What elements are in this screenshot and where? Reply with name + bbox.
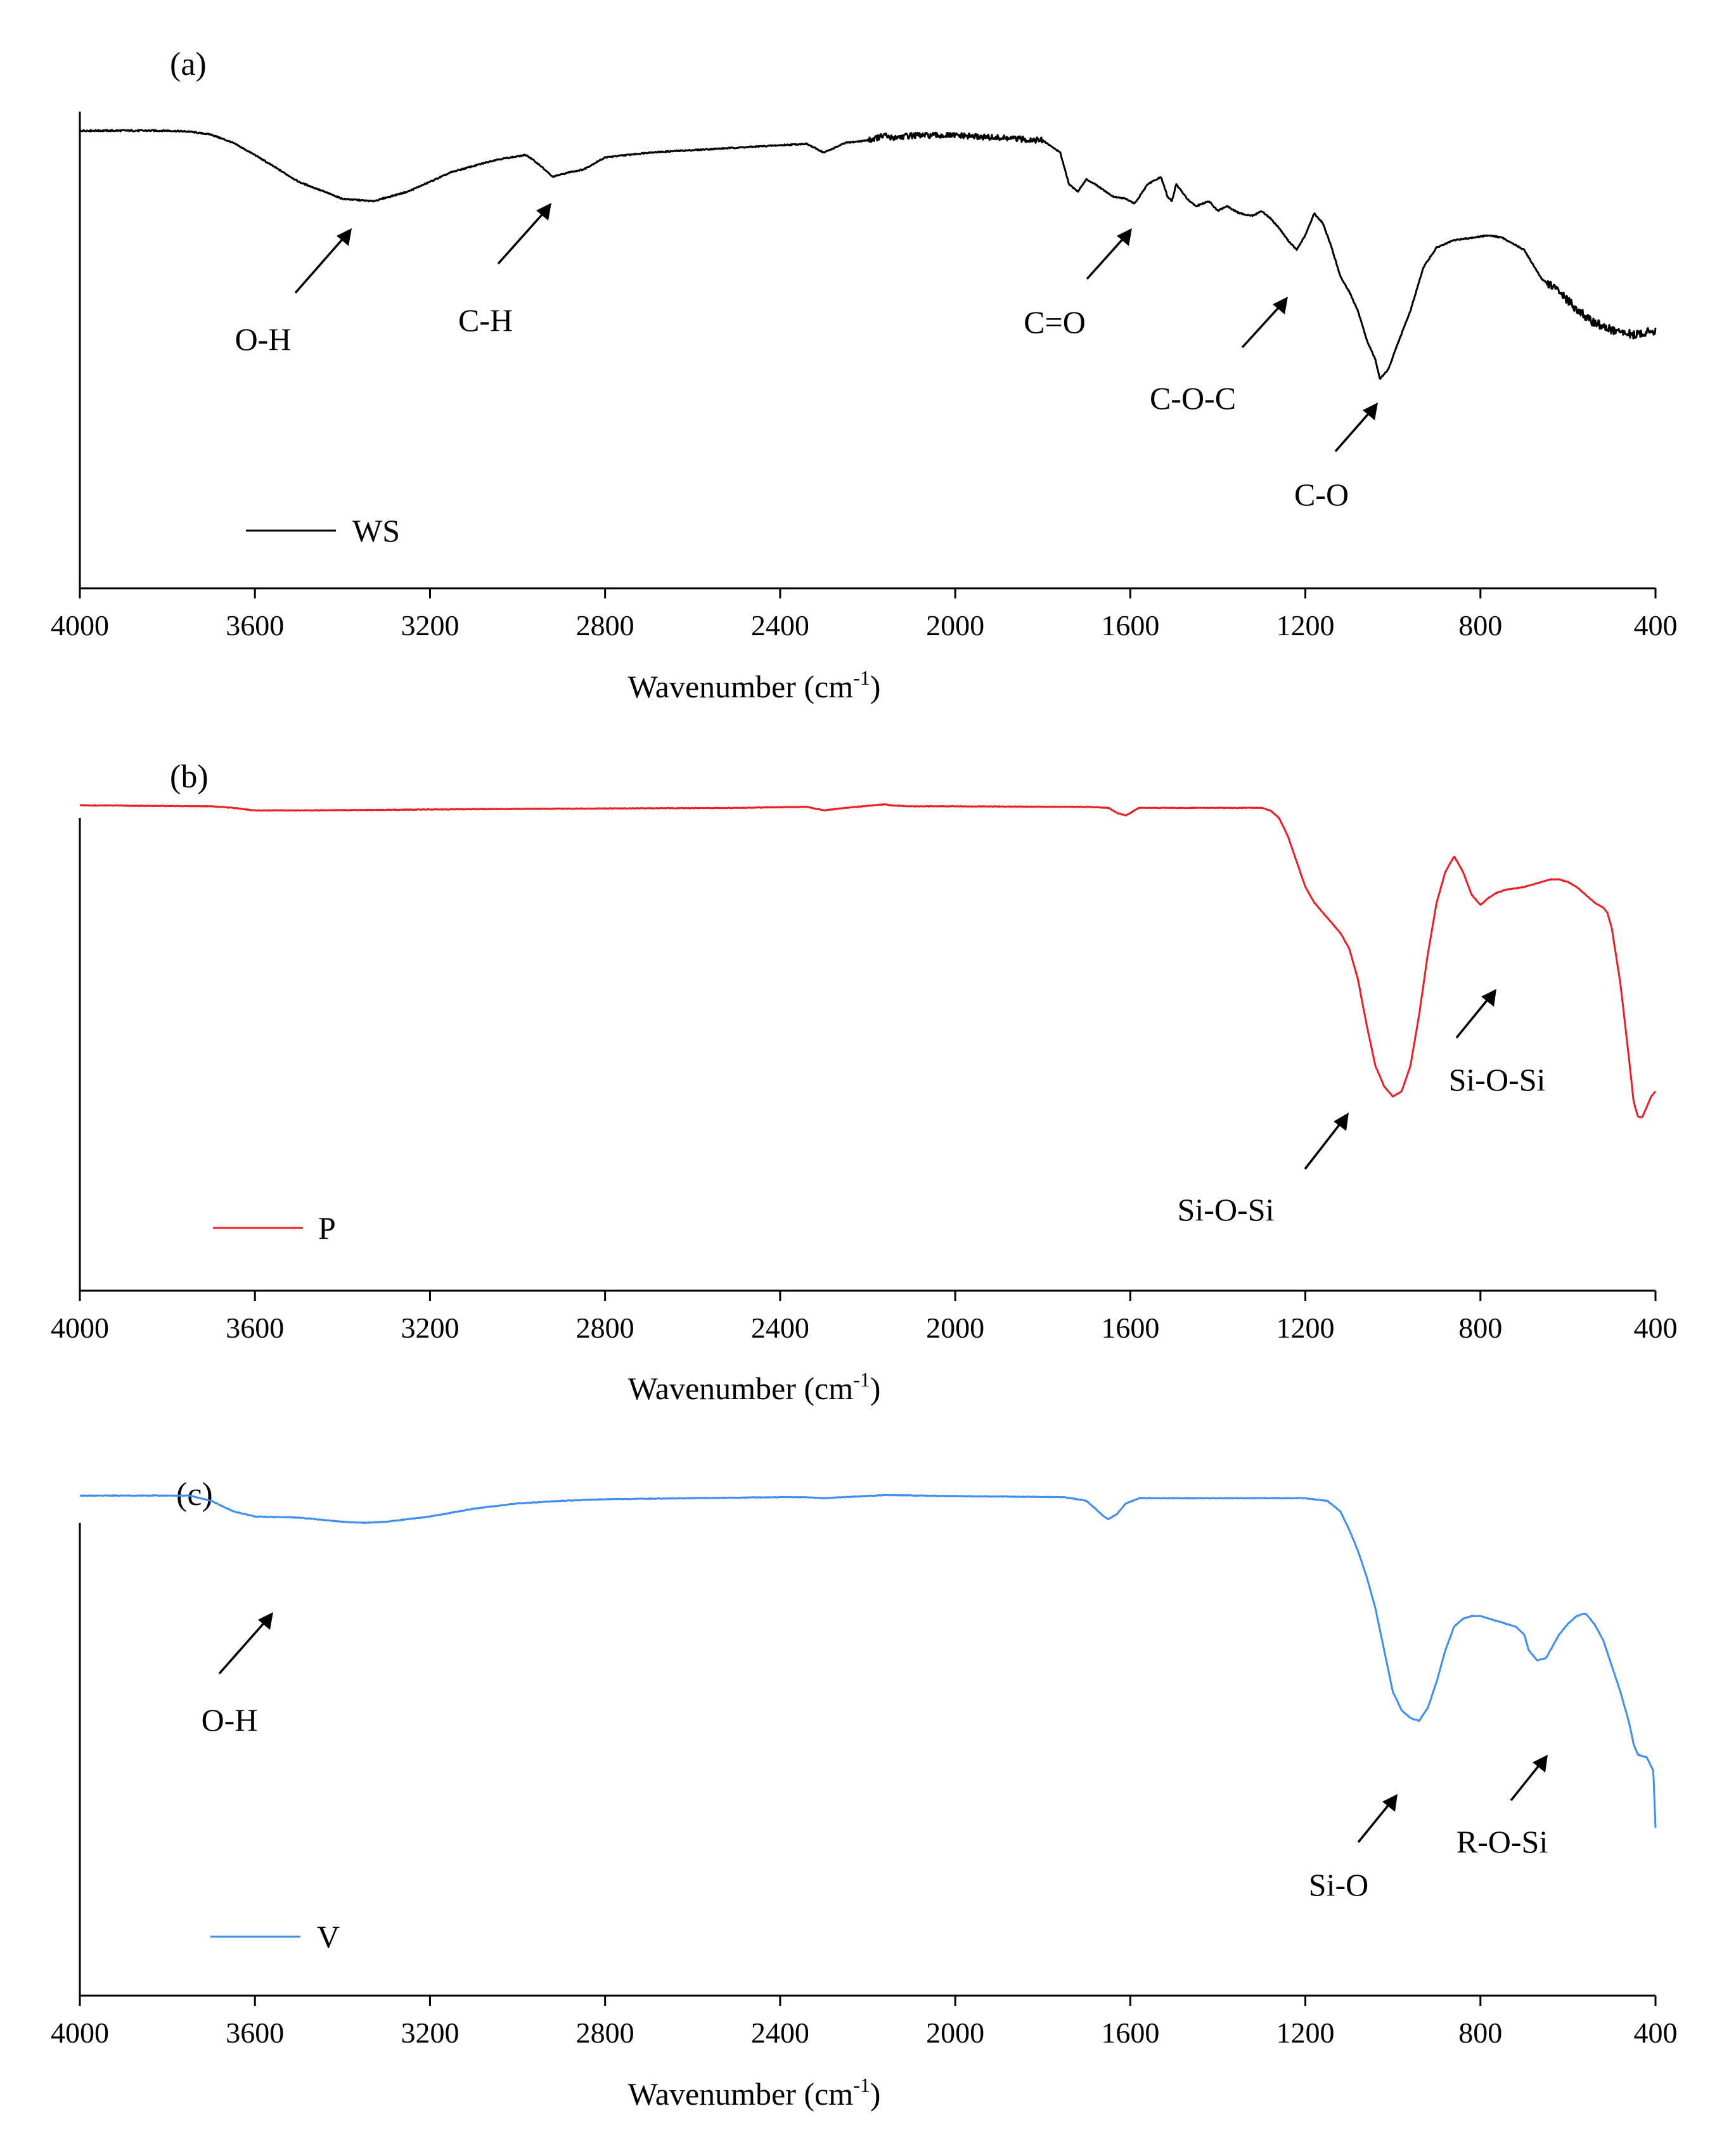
- x-tick-label: 1600: [1101, 609, 1159, 642]
- annotation-arrow: [294, 235, 347, 294]
- x-tick-label: 1600: [1101, 1312, 1159, 1344]
- annotation-arrow: [1357, 1800, 1392, 1844]
- x-tick-label: 2400: [751, 2017, 809, 2049]
- legend-label: P: [318, 1210, 336, 1246]
- x-tick-label: 400: [1634, 609, 1678, 642]
- x-tick-label: 4000: [51, 609, 109, 642]
- annotation-arrow: [1510, 1761, 1543, 1802]
- x-tick-label: 2000: [926, 609, 984, 642]
- x-tick-labels: 4000 3600 3200 2800 2400 2000 1600 1200 …: [51, 1312, 1678, 1344]
- x-tick-label: 800: [1458, 609, 1502, 642]
- annotation-arrow: [218, 1618, 268, 1675]
- x-axis-title: Wavenumber (cm-1): [628, 1368, 881, 1406]
- annotation-label: C-O: [1294, 477, 1349, 512]
- x-tick-marks: [79, 588, 1657, 598]
- arrowhead-icon: [1273, 297, 1288, 314]
- annotation-arrow: [1086, 235, 1127, 280]
- x-tick-label: 3200: [401, 1312, 459, 1344]
- annotation-c-h: C-H: [458, 203, 551, 338]
- annotation-arrow: [497, 209, 547, 265]
- x-tick-label: 400: [1634, 1312, 1678, 1344]
- x-tick-label: 2000: [926, 1312, 984, 1344]
- panel-label: (b): [170, 759, 209, 795]
- arrowhead-icon: [1533, 1755, 1548, 1773]
- x-tick-marks: [79, 1291, 1657, 1301]
- annotation-arrow: [1304, 1120, 1344, 1170]
- x-tick-label: 3600: [226, 1312, 284, 1344]
- arrowhead-icon: [536, 203, 551, 221]
- annotation-r-o-si: R-O-Si: [1456, 1755, 1548, 1859]
- panel-a: (a) 4000 3600 3200 2800 2400 2000 1600 1…: [51, 46, 1678, 704]
- x-tick-label: 1600: [1101, 2017, 1159, 2049]
- annotation-o-h: O-H: [202, 1612, 273, 1738]
- x-tick-label: 400: [1634, 2017, 1678, 2049]
- x-tick-label: 3600: [226, 2017, 284, 2049]
- annotation-arrow: [1334, 409, 1373, 453]
- annotation-label: Si-O: [1309, 1867, 1368, 1902]
- x-tick-label: 4000: [51, 1312, 109, 1344]
- x-tick-label: 3600: [226, 609, 284, 642]
- annotation-label: O-H: [202, 1702, 258, 1738]
- panel-b: (b) 4000 3600 3200 2800 2400 2000 1600 1…: [51, 759, 1678, 1406]
- x-tick-labels: 4000 3600 3200 2800 2400 2000 1600 1200 …: [51, 2017, 1678, 2049]
- x-tick-label: 800: [1458, 2017, 1502, 2049]
- annotation-c-o: C=O: [1024, 228, 1132, 340]
- arrowhead-icon: [337, 228, 352, 246]
- panel-c: (c) 4000 3600 3200 2800 2400 2000 1600 1…: [51, 1476, 1678, 2112]
- legend-label: WS: [352, 513, 400, 548]
- x-tick-labels: 4000 3600 3200 2800 2400 2000 1600 1200 …: [51, 609, 1678, 642]
- x-tick-label: 1200: [1276, 1312, 1335, 1344]
- annotation-si-o-si-2: Si-O-Si: [1449, 989, 1546, 1097]
- x-tick-label: 3200: [401, 2017, 459, 2049]
- series-line-ws: [79, 129, 1657, 380]
- annotation-label: Si-O-Si: [1178, 1192, 1275, 1227]
- x-axis-title: Wavenumber (cm-1): [628, 2074, 881, 2112]
- legend: V: [210, 1919, 340, 1954]
- x-axis-title: Wavenumber (cm-1): [628, 666, 881, 704]
- x-tick-marks: [79, 1996, 1657, 2006]
- annotation-o-h: O-H: [235, 228, 352, 357]
- arrowhead-icon: [1481, 989, 1496, 1007]
- x-tick-label: 800: [1458, 1312, 1502, 1344]
- x-tick-label: 2800: [576, 1312, 634, 1344]
- annotation-label: C-H: [458, 302, 513, 338]
- annotation-c-o-2: C-O: [1294, 403, 1378, 512]
- arrowhead-icon: [1382, 1794, 1398, 1812]
- x-tick-label: 3200: [401, 609, 459, 642]
- annotation-si-o-si-1: Si-O-Si: [1178, 1113, 1349, 1227]
- x-tick-label: 2400: [751, 1312, 809, 1344]
- legend: P: [213, 1210, 336, 1246]
- annotation-arrow: [1455, 995, 1491, 1039]
- arrowhead-icon: [1117, 228, 1132, 246]
- x-tick-label: 1200: [1276, 609, 1335, 642]
- panel-label: (c): [176, 1476, 213, 1513]
- arrowhead-icon: [1334, 1113, 1349, 1131]
- annotation-label: R-O-Si: [1456, 1824, 1548, 1859]
- annotation-label: O-H: [235, 321, 292, 357]
- x-tick-label: 4000: [51, 2017, 109, 2049]
- annotation-label: C=O: [1024, 304, 1086, 340]
- x-tick-label: 2800: [576, 609, 634, 642]
- x-tick-label: 2400: [751, 609, 809, 642]
- annotation-label: Si-O-Si: [1449, 1062, 1546, 1097]
- x-tick-label: 1200: [1276, 2017, 1335, 2049]
- legend-label: V: [317, 1919, 340, 1954]
- annotation-c-o-c: C-O-C: [1150, 297, 1288, 416]
- annotation-label: C-O-C: [1150, 380, 1236, 416]
- panel-label: (a): [170, 46, 207, 82]
- annotation-arrow: [1241, 303, 1283, 349]
- series-line-p: [79, 803, 1657, 1118]
- x-tick-label: 2000: [926, 2017, 984, 2049]
- arrowhead-icon: [1363, 403, 1378, 420]
- series-line-v: [79, 1494, 1657, 1828]
- arrowhead-icon: [258, 1612, 273, 1630]
- legend: WS: [246, 513, 400, 548]
- x-tick-label: 2800: [576, 2017, 634, 2049]
- annotation-si-o: Si-O: [1309, 1794, 1398, 1902]
